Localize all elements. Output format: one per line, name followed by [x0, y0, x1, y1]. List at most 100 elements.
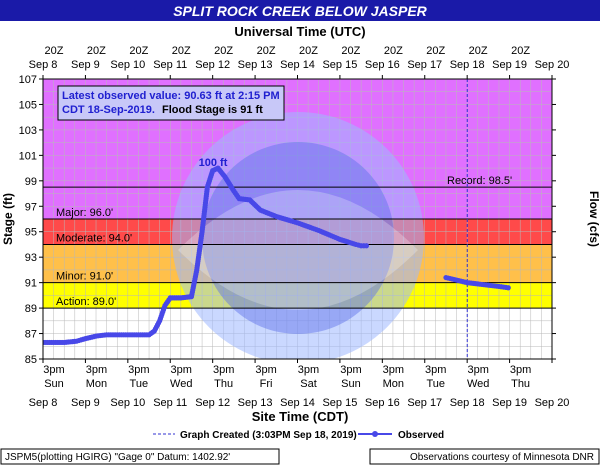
x-tick-time-label: 3pm [298, 364, 319, 376]
y-tick-label: 101 [19, 150, 37, 162]
x-tick-time-label: 3pm [425, 364, 446, 376]
top-tick-time-label: 20Z [214, 45, 233, 57]
y-tick-label: 107 [19, 74, 37, 86]
y-tick-label: 103 [19, 125, 37, 137]
y-tick-label: 85 [25, 354, 37, 366]
top-tick-date-label: Sep 11 [153, 59, 187, 71]
x-tick-time-label: 3pm [467, 364, 488, 376]
legend-created-label: Graph Created (3:03PM Sep 18, 2019) [180, 430, 357, 441]
x-tick-day-label: Mon [383, 378, 404, 390]
y-tick-label: 95 [25, 227, 37, 239]
latest-observation-line1: Latest observed value: 90.63 ft at 2:15 … [62, 90, 280, 102]
chart-title: SPLIT ROCK CREEK BELOW JASPER [173, 3, 427, 19]
latest-observation-date: CDT 18-Sep-2019. [62, 104, 155, 116]
x-tick-date-label: Sep 8 [29, 397, 58, 409]
x-tick-date-label: Sep 14 [280, 397, 315, 409]
x-tick-date-label: Sep 19 [492, 397, 527, 409]
x-tick-date-label: Sep 13 [238, 397, 273, 409]
peak-label: 100 ft [199, 157, 228, 169]
y-tick-label: 97 [25, 201, 37, 213]
x-tick-time-label: 3pm [340, 364, 361, 376]
threshold-label-0: Action: 89.0' [56, 296, 116, 308]
x-tick-day-label: Wed [467, 378, 489, 390]
top-tick-date-label: Sep 15 [322, 59, 357, 71]
x-tick-day-label: Tue [426, 378, 445, 390]
threshold-label-1: Minor: 91.0' [56, 271, 113, 283]
x-tick-date-label: Sep 16 [365, 397, 400, 409]
x-tick-day-label: Sun [341, 378, 361, 390]
noaa-logo-disc [172, 112, 424, 359]
top-tick-date-label: Sep 10 [110, 59, 145, 71]
footer-credit-text: Observations courtesy of Minnesota DNR [410, 452, 594, 463]
x-tick-time-label: 3pm [383, 364, 404, 376]
x-tick-time-label: 3pm [86, 364, 107, 376]
title-bar [0, 0, 600, 21]
top-tick-time-label: 20Z [384, 45, 403, 57]
x-tick-time-label: 3pm [510, 364, 531, 376]
top-tick-time-label: 20Z [426, 45, 445, 57]
top-tick-time-label: 20Z [87, 45, 106, 57]
top-tick-time-label: 20Z [45, 45, 64, 57]
x-tick-date-label: Sep 10 [110, 397, 145, 409]
top-tick-date-label: Sep 14 [280, 59, 315, 71]
noaa-watermark [172, 112, 424, 359]
x-tick-day-label: Thu [214, 378, 233, 390]
x-tick-time-label: 3pm [171, 364, 192, 376]
top-tick-date-label: Sep 16 [365, 59, 400, 71]
noaa-logo-bird [178, 190, 418, 310]
y-tick-label: 91 [25, 278, 37, 290]
x-tick-day-label: Mon [86, 378, 107, 390]
top-tick-date-label: Sep 12 [195, 59, 230, 71]
observed-point [505, 285, 511, 291]
x-tick-date-label: Sep 18 [450, 397, 485, 409]
x-tick-day-label: Sat [300, 378, 317, 390]
top-tick-date-label: Sep 17 [407, 59, 442, 71]
x-tick-day-label: Wed [170, 378, 192, 390]
footer-left-box [0, 448, 280, 465]
legend-observed-marker [372, 431, 378, 437]
top-tick-date-label: Sep 20 [535, 59, 570, 71]
y-axis-right-title: Flow (cfs) [587, 191, 600, 247]
top-tick-time-label: 20Z [511, 45, 530, 57]
y-tick-label: 93 [25, 252, 37, 264]
x-tick-date-label: Sep 11 [153, 397, 187, 409]
y-tick-label: 105 [19, 99, 37, 111]
top-tick-date-label: Sep 19 [492, 59, 527, 71]
x-tick-date-label: Sep 17 [407, 397, 442, 409]
x-axis-title: Site Time (CDT) [252, 409, 349, 424]
latest-observation-line2: CDT 18-Sep-2019. Flood Stage is 91 ft [62, 104, 263, 116]
x-tick-time-label: 3pm [255, 364, 276, 376]
x-tick-day-label: Thu [511, 378, 530, 390]
footer-datum-text: JSPM5(plotting HGIRG) "Gage 0" Datum: 14… [5, 452, 230, 463]
y-tick-label: 87 [25, 329, 37, 341]
top-tick-time-label: 20Z [341, 45, 360, 57]
top-tick-time-label: 20Z [299, 45, 318, 57]
x-tick-time-label: 3pm [213, 364, 234, 376]
x-tick-day-label: Fri [260, 378, 273, 390]
x-tick-time-label: 3pm [128, 364, 149, 376]
flood-stage-note: Flood Stage is 91 ft [162, 104, 263, 116]
top-tick-date-label: Sep 9 [71, 59, 100, 71]
y-tick-label: 99 [25, 176, 37, 188]
top-tick-time-label: 20Z [257, 45, 276, 57]
x-tick-day-label: Tue [130, 378, 149, 390]
legend: Graph Created (3:03PM Sep 18, 2019) Obse… [153, 430, 444, 441]
top-tick-time-label: 20Z [469, 45, 488, 57]
x-tick-date-label: Sep 20 [535, 397, 570, 409]
top-tick-date-label: Sep 8 [29, 59, 58, 71]
threshold-label-4: Record: 98.5' [447, 175, 512, 187]
x-tick-date-label: Sep 12 [195, 397, 230, 409]
threshold-label-2: Moderate: 94.0' [56, 232, 132, 244]
x-tick-date-label: Sep 9 [71, 397, 100, 409]
top-axis-title: Universal Time (UTC) [234, 24, 365, 39]
x-tick-day-label: Sun [44, 378, 64, 390]
threshold-label-3: Major: 96.0' [56, 207, 113, 219]
y-axis-title: Stage (ft) [1, 193, 15, 245]
top-tick-date-label: Sep 18 [450, 59, 485, 71]
top-tick-time-label: 20Z [172, 45, 191, 57]
y-tick-label: 89 [25, 303, 37, 315]
x-tick-date-label: Sep 15 [322, 397, 357, 409]
noaa-logo-inner [202, 142, 394, 334]
observed-point [363, 243, 370, 249]
